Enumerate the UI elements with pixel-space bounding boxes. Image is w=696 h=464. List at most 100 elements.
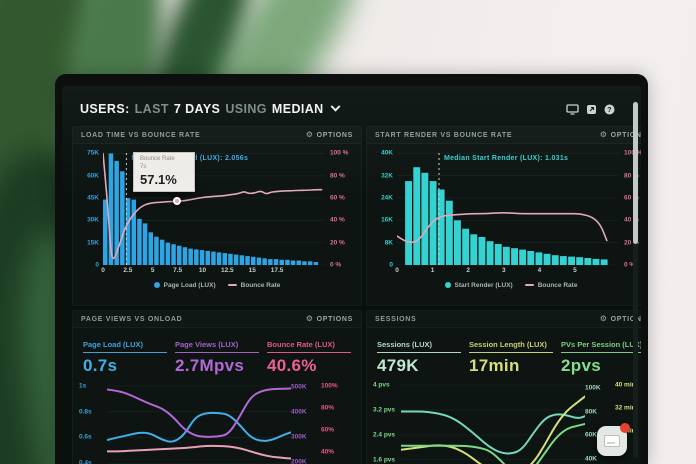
options-button[interactable]: ⚙OPTIONS [599, 314, 641, 323]
axis-label: 60K [87, 172, 99, 180]
header-using-label: USING [225, 102, 267, 116]
x-tick: 1 [430, 267, 435, 274]
legend-item[interactable]: Bounce Rate [227, 282, 280, 289]
axis-label: 0.4s [79, 459, 92, 464]
options-button[interactable]: ⚙OPTIONS [599, 130, 641, 139]
histogram-bar [188, 248, 193, 265]
axis-label: 0 [389, 261, 393, 269]
histogram-bar [154, 236, 159, 265]
axis-label: 15K [87, 239, 99, 247]
x-tick: 17.5 [270, 267, 284, 274]
histogram-bar [108, 153, 114, 265]
chevron-down-icon[interactable] [330, 101, 341, 112]
panel-title: SESSIONS [375, 315, 417, 323]
histogram-bar [103, 199, 108, 265]
legend-item[interactable]: Start Render (LUX) [444, 282, 513, 289]
histogram-bar [290, 260, 296, 265]
histogram-bar [302, 261, 307, 265]
y-axis-sessions: 100K 80K 60K 40K [585, 382, 615, 464]
metric-row: Sessions (LUX) 479K Session Length (LUX)… [373, 332, 641, 382]
x-tick: 4 [537, 267, 542, 274]
legend-swatch [153, 282, 160, 288]
header-days-label: 7 DAYS [173, 102, 221, 116]
options-button[interactable]: ⚙OPTIONS [305, 314, 353, 323]
start-render-chart[interactable]: Median Start Render (LUX): 1.031s [396, 149, 619, 266]
x-axis: 0 2.5 5 7.5 10 12.5 15 17.5 [101, 266, 297, 277]
y-axis-pageviews: 500K 400K 300K 200K [291, 382, 321, 464]
legend-item[interactable]: Bounce Rate [524, 281, 578, 289]
options-button[interactable]: ⚙OPTIONS [305, 130, 353, 139]
y-axis-pvs: 4 pvs 3.2 pvs 2.4 pvs 1.6 pvs [373, 382, 401, 464]
chart-legend: Start Render (LUX) Bounce Rate [373, 277, 641, 293]
x-tick: 5 [150, 267, 155, 274]
metric-label: Page Load (LUX) [83, 340, 167, 353]
metric-label: Sessions (LUX) [377, 340, 461, 353]
histogram-bar [222, 253, 227, 265]
histogram-bar [251, 256, 256, 265]
axis-label: 32 min [615, 404, 636, 412]
page-views-onload-chart[interactable] [106, 382, 292, 464]
histogram-bar [511, 248, 518, 265]
panel-title: START RENDER VS BOUNCE RATE [375, 131, 513, 139]
y-axis-seconds: 1s 0.8s 0.6s 0.4s [79, 382, 107, 464]
panel-title: LOAD TIME VS BOUNCE RATE [81, 131, 201, 139]
histogram-bar [228, 253, 233, 265]
tooltip-subtitle: 7s [139, 163, 147, 170]
histogram-bar [182, 247, 188, 265]
axis-label: 100 % [330, 149, 349, 157]
axis-label: 60 % [330, 194, 345, 202]
axis-label: 3.2 pvs [373, 406, 396, 414]
histogram-bar [245, 256, 250, 265]
x-tick: 2.5 [123, 267, 133, 274]
y-axis-right: 100 % 80 % 60 % 40 % 20 % 0 % [325, 149, 355, 269]
help-icon[interactable]: ? [604, 104, 615, 115]
metric-sessions: Sessions (LUX) 479K [373, 332, 465, 382]
histogram-bar [437, 189, 445, 265]
histogram-bar [527, 251, 535, 265]
axis-label: 60K [585, 431, 597, 439]
metric-dropdown[interactable]: MEDIAN [271, 102, 324, 116]
histogram-bar [199, 250, 205, 265]
panel-page-views-vs-onload: PAGE VIEWS VS ONLOAD ⚙ OPTIONS Page Load … [72, 310, 362, 464]
sessions-chart[interactable] [400, 382, 586, 464]
share-icon[interactable] [586, 104, 597, 115]
axis-label: 16K [381, 216, 393, 224]
header-users-label: USERS: [80, 102, 130, 116]
histogram-bar [445, 200, 453, 265]
metric-label: Bounce Rate (LUX) [267, 340, 351, 353]
histogram-bar [239, 255, 245, 265]
histogram-bar [592, 258, 600, 265]
scrollbar-thumb[interactable] [633, 102, 638, 244]
axis-label: 0.6s [79, 433, 92, 441]
histogram-bar [279, 259, 284, 265]
panel-header: START RENDER VS BOUNCE RATE ⚙OPTIONS [367, 127, 641, 144]
axis-label: 0.8s [79, 408, 92, 416]
metric-value: 40.6% [267, 356, 317, 375]
laptop: USERS: LAST 7 DAYS USING MEDIAN [55, 74, 648, 464]
bounce-rate-line [106, 444, 292, 460]
axis-label: 1.6 pvs [373, 456, 396, 464]
axis-label: 40 % [624, 216, 639, 224]
axis-label: 4 pvs [373, 381, 390, 389]
load-time-chart[interactable]: Bounce Rate 7s 57.1% Median Page Load (L… [102, 149, 325, 266]
panel-sessions: SESSIONS ⚙OPTIONS Sessions (LUX) 479K Se… [366, 310, 641, 464]
x-tick: 0 [395, 267, 399, 274]
histogram-bar [137, 218, 142, 265]
dashboard-screen: USERS: LAST 7 DAYS USING MEDIAN [62, 86, 641, 464]
legend-item[interactable]: Page Load (LUX) [153, 282, 216, 289]
histogram-bar [262, 258, 267, 265]
axis-label: 45K [87, 194, 99, 202]
histogram-bar [535, 252, 543, 265]
display-icon[interactable] [566, 103, 579, 115]
axis-label: 0 % [624, 261, 636, 269]
tooltip-value: 57.1% [139, 172, 177, 188]
histogram-bar [313, 262, 319, 265]
notification-badge [620, 423, 630, 433]
scrollbar-track[interactable] [633, 100, 638, 458]
pvs-per-session-line [400, 423, 586, 464]
capture-overlay-button[interactable] [597, 423, 630, 456]
bounce-rate-line [396, 212, 608, 244]
legend-label: Bounce Rate [537, 281, 578, 289]
axis-label: 0 % [330, 261, 342, 269]
histogram-bar [559, 256, 567, 265]
